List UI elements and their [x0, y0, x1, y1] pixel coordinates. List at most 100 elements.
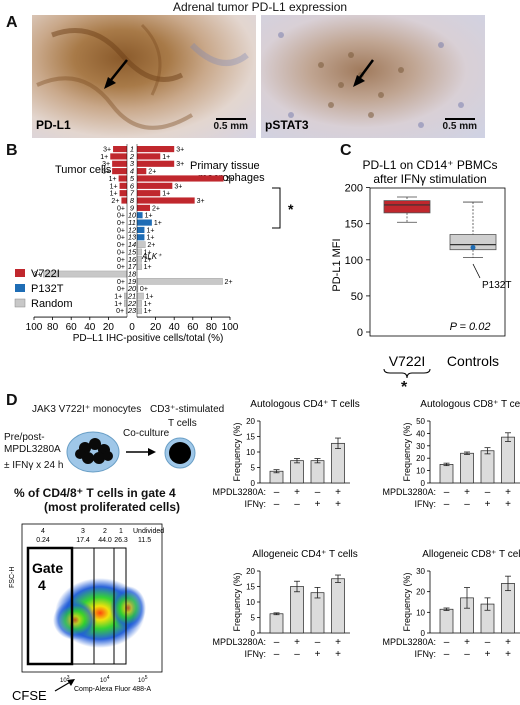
macrophage-score: 1+: [144, 257, 152, 264]
flow-title-2: (most proliferated cells): [44, 500, 181, 514]
panel-b-xlabel: PD–L1 IHC-positive cells/total (%): [73, 333, 224, 344]
tumor-score: 1+: [109, 176, 117, 183]
tumor-cells-header: Tumor cells: [55, 164, 112, 176]
tumor-score: 1+: [110, 191, 118, 198]
group-controls: Controls: [447, 353, 499, 369]
y-tick-label: 10: [246, 448, 255, 457]
tcells-label-2: T cells: [168, 418, 197, 429]
panel-b-axis: 100 80 60 40 20 0 20 40 60 80 100: [26, 144, 239, 333]
x-tick-label: 40: [84, 322, 96, 333]
drug-row-label: MPDL3280A:: [382, 637, 436, 647]
drug-sign: +: [294, 487, 300, 498]
y-tick-label: 40: [416, 429, 425, 438]
y-tick-label: 5: [251, 614, 256, 623]
macrophage-score: 3+: [197, 198, 205, 205]
macrophage-score: 1+: [144, 301, 152, 308]
undivided-value: 11.5: [138, 537, 151, 544]
ifn-sign: –: [274, 499, 280, 510]
row-number: 10: [128, 211, 137, 220]
macrophage-bar: [136, 278, 223, 285]
x-tick-label: 80: [206, 322, 218, 333]
significance-bracket: [272, 187, 281, 229]
macrophage-score: 0+: [140, 286, 148, 293]
macrophage-bar: [137, 226, 145, 233]
tumor-score: 1+: [100, 154, 108, 161]
panel-c-letter: C: [340, 142, 352, 159]
frequency-bar: [460, 452, 474, 484]
tumor-score: 1+: [114, 301, 122, 308]
gate-values: 4 0.24 3 17.4 2 44.0 1 26.3: [36, 528, 128, 544]
y-tick-label: 0: [357, 327, 363, 339]
drug-sign: –: [485, 637, 491, 648]
treatment-label-1: Pre/post-: [4, 432, 45, 443]
macrophage-score: 2+: [148, 169, 156, 176]
frequency-bar: [290, 586, 304, 634]
panel-c-axis: 0 50 100 150 200: [345, 183, 370, 339]
x-tick-label: 60: [187, 322, 199, 333]
macrophage-bar: [137, 234, 145, 241]
legend-swatch-random: [14, 298, 26, 308]
macrophage-bar: [136, 256, 142, 263]
tumor-bar: [121, 197, 127, 204]
macrophage-score: 2+: [152, 205, 160, 212]
tumor-bar: [119, 190, 127, 197]
tcells-label-1: CD3⁺-stimulated: [150, 404, 225, 415]
chart-title: Autologous CD8⁺ T cells: [420, 399, 520, 410]
y-tick-label: 0: [421, 479, 426, 488]
undivided-label: Undivided: [133, 528, 164, 535]
frequency-chart: Autologous CD8⁺ T cells Frequency (%) 0 10 2…: [382, 399, 520, 510]
row-number: 3: [130, 159, 135, 168]
ifn-sign: –: [464, 649, 470, 660]
row-number: 20: [127, 284, 137, 293]
ifn-sign: +: [335, 649, 341, 660]
y-tick-label: 100: [345, 255, 363, 267]
row-number: 11: [128, 218, 136, 227]
drug-sign: +: [464, 637, 470, 648]
ifn-row-label: IFNγ:: [245, 499, 267, 509]
macrophage-bar: [137, 212, 143, 219]
chart-ylabel: Frequency (%): [232, 572, 242, 631]
ifn-sign: –: [294, 499, 300, 510]
treatment-label-3: ± IFNγ x 24 h: [4, 460, 64, 471]
panel-d-bar-charts: Autologous CD4⁺ T cells Frequency (%) 0 5 10…: [212, 399, 520, 660]
panel-b-bars: 13+ 3+21+ 1+33+ 3+43+ 2+51+ 2+61+ 3+71+ 1+82+ 3+…: [33, 145, 233, 316]
macrophage-score: 1+: [144, 308, 152, 315]
gate-1-box: [113, 547, 127, 665]
y-tick-label: 200: [345, 183, 363, 195]
row-number: 4: [130, 167, 134, 176]
group-v722i: V722I: [389, 353, 426, 369]
macrophage-score: 1+: [146, 294, 154, 301]
tumor-score: 0+: [117, 213, 125, 220]
significance-star: *: [288, 201, 294, 217]
gate-number-label: 4: [41, 528, 45, 535]
drug-sign: +: [505, 487, 511, 498]
row-number: 19: [128, 277, 137, 286]
y-tick-label: 20: [246, 417, 255, 426]
ifn-sign: –: [464, 499, 470, 510]
cfse-label: CFSE: [12, 688, 47, 703]
pstat3-micrograph: pSTAT3 0.5 mm: [261, 15, 485, 138]
tumor-score: 1+: [114, 294, 122, 301]
legend-v722i: V722I: [31, 268, 60, 280]
ifn-sign: –: [294, 649, 300, 660]
gate-percent: 17.4: [76, 537, 90, 544]
macrophage-score: 2+: [147, 242, 155, 249]
box: [383, 200, 431, 214]
ifn-sign: +: [505, 499, 511, 510]
macrophage-bar: [137, 168, 147, 175]
legend-p132t: P132T: [31, 283, 64, 295]
y-tick-label: 20: [416, 588, 425, 597]
macrophage-score: 1+: [144, 249, 152, 256]
row-number: 21: [127, 292, 136, 301]
chart-ylabel: Frequency (%): [402, 422, 412, 481]
frequency-bar: [439, 464, 454, 484]
macrophage-bar: [136, 300, 142, 307]
ifn-row-label: IFNγ:: [245, 649, 267, 659]
macrophage-bar: [136, 307, 142, 315]
panel-d-letter: D: [6, 392, 18, 409]
panel-c-chart: PD-L1 on CD14⁺ PBMCs after IFNγ stimulat…: [331, 158, 511, 379]
macrophage-bar: [136, 248, 142, 256]
drug-row-label: MPDL3280A:: [212, 487, 266, 497]
tumor-score: 0+: [117, 242, 125, 249]
ifn-sign: +: [485, 649, 491, 660]
